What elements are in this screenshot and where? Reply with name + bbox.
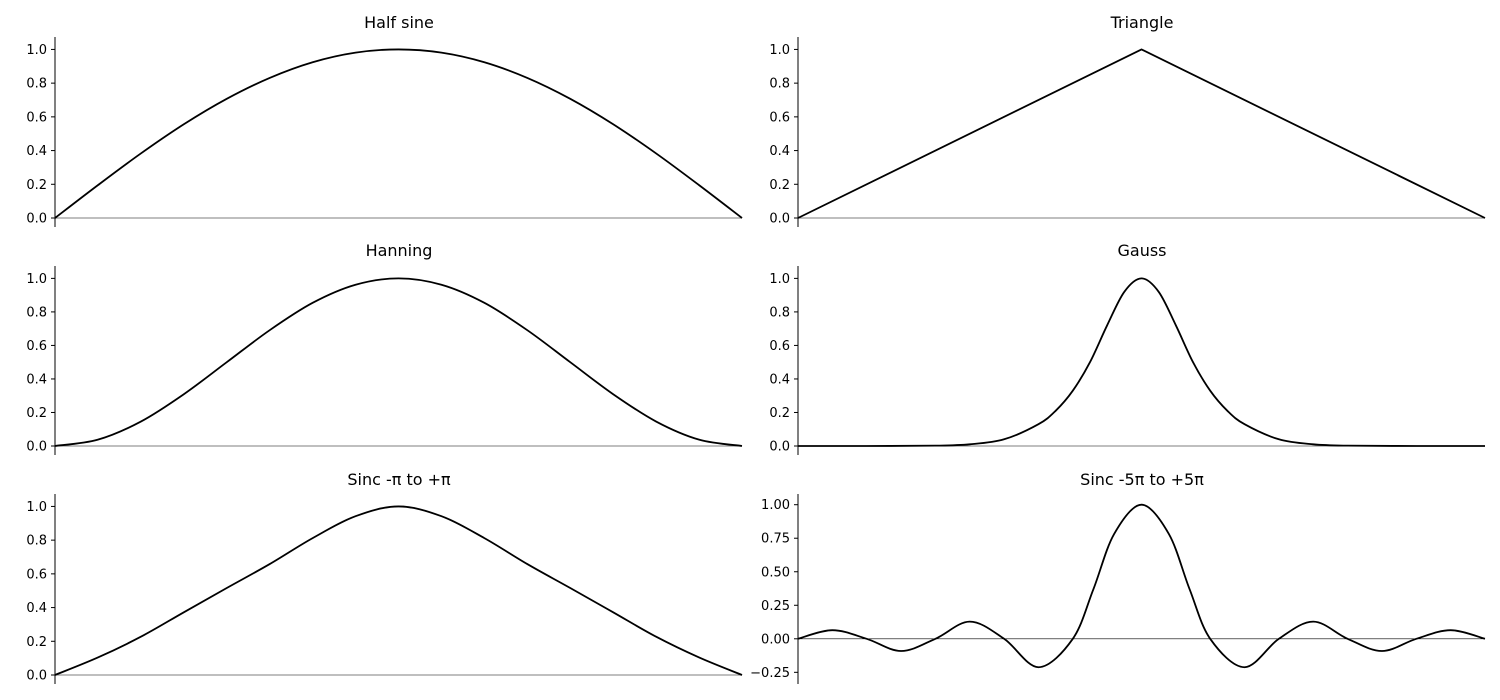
- y-tick-label: 0.4: [26, 372, 47, 387]
- series-line: [797, 48, 1486, 219]
- y-tick-label: 0.0: [26, 212, 47, 227]
- series-line: [797, 503, 1486, 669]
- y-tick-label: 0.4: [769, 372, 790, 387]
- panel-sinc-5pi: Sinc -5π to +5π −0.25 0.00 0.25 0.50 0.75 1.0…: [750, 470, 1486, 684]
- y-tick-label: 0.2: [769, 406, 790, 421]
- y-tick-label: 0.6: [26, 110, 47, 125]
- y-tick-label: 0.6: [26, 339, 47, 354]
- y-tick-label: 1.0: [26, 500, 47, 515]
- y-tick-label: 0.6: [769, 339, 790, 354]
- y-tick-label: 0.8: [769, 77, 790, 92]
- chart-title: Gauss: [1117, 241, 1166, 260]
- y-tick-label: 0.25: [761, 599, 790, 614]
- series-line: [54, 48, 743, 219]
- y-tick-label: 0.6: [769, 110, 790, 125]
- y-tick-label: 0.6: [26, 567, 47, 582]
- panel-hanning: Hanning 0.0 0.2 0.4 0.6 0.8 1.0: [26, 241, 743, 455]
- y-tick-label: 0.2: [26, 406, 47, 421]
- y-tick-label: 1.0: [26, 43, 47, 58]
- panel-gauss: Gauss 0.0 0.2 0.4 0.6 0.8 1.0: [769, 241, 1486, 455]
- chart-title: Sinc -π to +π: [347, 470, 451, 489]
- chart-title: Sinc -5π to +5π: [1080, 470, 1204, 489]
- y-tick-label: 0.0: [26, 440, 47, 455]
- y-tick-label: 0.2: [26, 178, 47, 193]
- y-tick-label: 0.4: [26, 144, 47, 159]
- chart-title: Half sine: [364, 13, 434, 32]
- y-tick-label: 0.2: [26, 635, 47, 650]
- y-tick-label: 0.8: [26, 305, 47, 320]
- y-tick-label: 0.8: [26, 534, 47, 549]
- y-tick-label: 1.0: [26, 272, 47, 287]
- y-tick-label: −0.25: [750, 666, 790, 681]
- y-tick-label: 0.0: [769, 440, 790, 455]
- y-tick-label: 0.4: [769, 144, 790, 159]
- y-tick-label: 0.2: [769, 178, 790, 193]
- y-tick-label: 0.8: [769, 305, 790, 320]
- panel-triangle: Triangle 0.0 0.2 0.4 0.6 0.8 1.0: [769, 13, 1486, 227]
- chart-title: Hanning: [366, 241, 433, 260]
- panel-half-sine: Half sine 0.0 0.2 0.4 0.6 0.8 1.0: [26, 13, 743, 227]
- series-line: [54, 505, 743, 676]
- series-line: [797, 277, 1486, 447]
- y-tick-label: 0.00: [761, 632, 790, 647]
- series-line: [54, 277, 743, 447]
- y-tick-label: 1.0: [769, 272, 790, 287]
- y-tick-label: 1.0: [769, 43, 790, 58]
- y-tick-label: 1.00: [761, 498, 790, 513]
- y-tick-label: 0.50: [761, 565, 790, 580]
- chart-title: Triangle: [1110, 13, 1174, 32]
- y-tick-label: 0.75: [761, 532, 790, 547]
- y-tick-label: 0.0: [26, 669, 47, 684]
- y-tick-label: 0.0: [769, 212, 790, 227]
- panel-sinc-pi: Sinc -π to +π 0.0 0.2 0.4 0.6 0.8 1.0: [26, 470, 743, 684]
- y-tick-label: 0.8: [26, 77, 47, 92]
- y-tick-label: 0.4: [26, 601, 47, 616]
